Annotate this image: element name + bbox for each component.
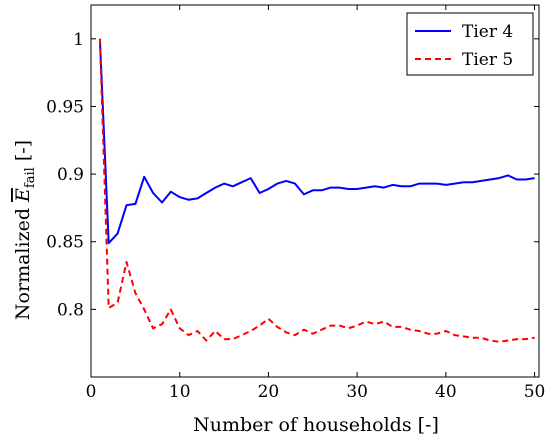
x-tick-label: 10 xyxy=(169,382,191,402)
x-tick-label: 30 xyxy=(346,382,368,402)
y-tick-label: 1 xyxy=(73,30,84,50)
legend-label: Tier 4 xyxy=(462,22,513,42)
y-axis-label-group: Normalized Efail [-] xyxy=(12,140,38,320)
x-tick-label: 40 xyxy=(435,382,457,402)
x-tick-label: 20 xyxy=(258,382,280,402)
series-line-tier-4 xyxy=(98,38,535,245)
ticks-layer: 0 10 20 30 40 50 0.8 0.85 0.9 0.95 1 xyxy=(46,5,545,402)
legend-box xyxy=(406,12,534,76)
y-tick-label: 0.85 xyxy=(46,233,84,253)
y-tick-label: 0.9 xyxy=(57,165,84,185)
x-tick-label: 50 xyxy=(524,382,546,402)
legend-label: Tier 5 xyxy=(462,50,513,70)
plot-frame xyxy=(90,4,540,378)
x-tick-label: 0 xyxy=(86,382,97,402)
series-layer xyxy=(98,38,535,343)
y-axis-label-suffix: [-] xyxy=(12,140,34,167)
y-tick-label: 0.95 xyxy=(46,97,84,117)
y-axis-label-prefix: Normalized xyxy=(12,202,34,320)
x-axis-label: Number of households [-] xyxy=(193,414,439,436)
y-tick-label: 0.8 xyxy=(57,300,84,320)
y-axis-label-symbol: E xyxy=(12,188,34,203)
y-axis-label-subscript: fail xyxy=(23,167,38,188)
y-axis-label: Normalized Efail [-] xyxy=(12,140,38,320)
legend: Tier 4 Tier 5 xyxy=(406,12,534,76)
series-line-tier-5 xyxy=(98,38,535,343)
